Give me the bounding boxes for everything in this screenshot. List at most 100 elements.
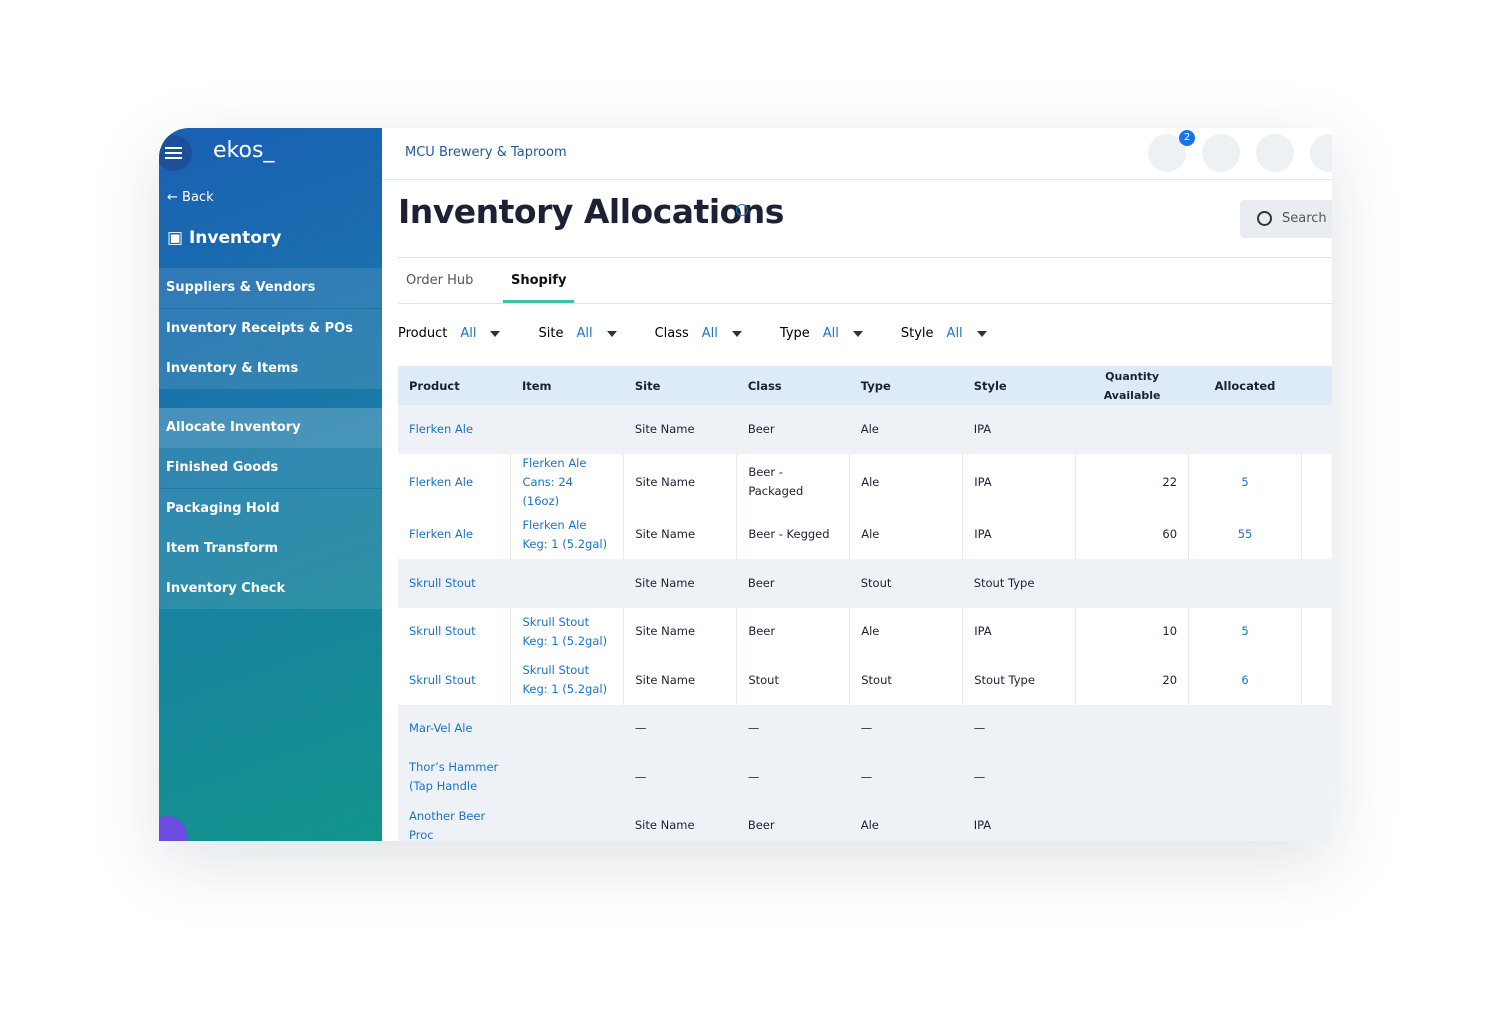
table-cell[interactable]: Another Beer Proc	[398, 801, 511, 841]
qr-code[interactable]	[1256, 134, 1294, 172]
filter-label: Style	[900, 326, 934, 341]
table-cell: Beer - Packaged	[736, 453, 851, 511]
table-cell: —	[736, 753, 850, 802]
back-link[interactable]: ← Back	[167, 190, 214, 205]
submenu-item[interactable]: Finished Goods	[159, 448, 382, 489]
table-cell[interactable]: Skrull Stout	[398, 607, 512, 656]
column-header: Product	[398, 366, 511, 405]
info-icon[interactable]	[736, 204, 748, 216]
menu-button[interactable]	[159, 135, 192, 171]
submenu-item[interactable]: Inventory Check	[159, 569, 382, 610]
sidebar: ekos_ ← Back ▣ Inventory Suppliers & Ven…	[159, 128, 382, 841]
filter[interactable]: Product All	[398, 326, 501, 341]
filter-label: Site	[538, 326, 564, 341]
table-row: Another Beer Proc Site Name Beer Ale IPA	[398, 801, 1332, 841]
filter-label: Product	[398, 326, 448, 341]
chat-widget[interactable]	[159, 816, 187, 841]
main: MCU Brewery & Taproom 2 Inventory Alloca…	[382, 128, 1332, 841]
table-cell	[1188, 801, 1302, 841]
filter[interactable]: Class All	[655, 326, 742, 341]
column-header: Allocated	[1188, 366, 1302, 405]
table-cell-extra	[1301, 704, 1332, 753]
table-cell-extra	[1301, 559, 1332, 608]
table-cell[interactable]: 5	[1188, 607, 1302, 656]
table-cell	[1075, 405, 1189, 454]
table-cell: IPA	[962, 801, 1076, 841]
table-row: Skrull Stout Site Name Beer Stout Stout Type	[398, 559, 1332, 608]
table-cell[interactable]: Thor’s Hammer (Tap Handle	[398, 753, 511, 802]
submenu-item[interactable]: Allocate Inventory	[159, 408, 382, 448]
table-cell: Ale	[849, 607, 964, 656]
header-row: Product Item Site Class Type Style Quantity Av…	[398, 366, 1332, 405]
filter-label: Class	[654, 326, 689, 341]
table-cell: —	[623, 704, 737, 753]
menu-item[interactable]: Inventory Receipts & POs	[159, 308, 382, 349]
divider	[398, 257, 1332, 258]
table-cell[interactable]: Skrull Stout Keg: 1 (5.2gal)	[510, 607, 625, 656]
filter-value: All	[946, 326, 963, 341]
table-cell: Site Name	[623, 801, 737, 841]
table-cell: —	[849, 753, 963, 802]
company-name[interactable]: MCU Brewery & Taproom	[405, 145, 567, 160]
table-cell[interactable]: 55	[1188, 510, 1302, 559]
table-cell[interactable]: Flerken Ale	[398, 453, 512, 511]
table-cell[interactable]: Flerken Ale	[398, 405, 511, 454]
table-cell: Ale	[849, 801, 963, 841]
table-cell-extra	[1301, 453, 1332, 511]
column-header-extra	[1301, 366, 1332, 405]
table-cell	[1075, 801, 1189, 841]
table-cell	[510, 753, 624, 802]
table-cell: 60	[1075, 510, 1190, 559]
table-cell	[510, 801, 624, 841]
table-cell: Site Name	[623, 559, 737, 608]
table-row: Mar-Vel Ale — — — —	[398, 704, 1332, 753]
table-cell: —	[849, 704, 963, 753]
table-cell	[1188, 753, 1302, 802]
section-title: ▣ Inventory	[167, 228, 282, 248]
submenu-item[interactable]: Item Transform	[159, 528, 382, 569]
table-cell: Ale	[849, 510, 964, 559]
table-cell: 22	[1075, 453, 1190, 511]
table-cell: Beer	[736, 801, 850, 841]
table-cell: Site Name	[623, 405, 737, 454]
table-cell[interactable]: 5	[1188, 453, 1302, 511]
filter-value: All	[822, 326, 839, 341]
table-cell[interactable]: Skrull Stout	[398, 559, 511, 608]
column-header: Style	[962, 366, 1076, 405]
table-cell-extra	[1301, 753, 1332, 802]
menu-item[interactable]: Suppliers & Vendors	[159, 268, 382, 308]
notification-badge: 2	[1179, 130, 1195, 146]
section-text: Inventory	[188, 228, 282, 248]
tab[interactable]: Order Hub	[406, 273, 474, 288]
table-cell	[1188, 704, 1302, 753]
table-row: Flerken Ale Flerken Ale Keg: 1 (5.2gal) Si…	[398, 510, 1332, 559]
table-cell[interactable]: Mar-Vel Ale	[398, 704, 511, 753]
filter-value: All	[701, 326, 718, 341]
filter-label: Type	[779, 326, 810, 341]
filter[interactable]: Style All	[901, 326, 987, 341]
table-cell[interactable]: 6	[1188, 656, 1302, 705]
table-cell	[1075, 704, 1189, 753]
tab[interactable]: Shopify	[503, 273, 575, 303]
submenu-item[interactable]: Packaging Hold	[159, 488, 382, 529]
table-cell[interactable]: Skrull Stout	[398, 656, 512, 705]
table-cell: Stout Type	[962, 656, 1077, 705]
table-cell[interactable]: Flerken Ale Keg: 1 (5.2gal)	[510, 510, 625, 559]
refresh[interactable]	[1310, 134, 1332, 172]
search-button[interactable]: Search	[1240, 200, 1332, 238]
table-cell[interactable]: Flerken Ale	[398, 510, 512, 559]
announcements[interactable]	[1202, 134, 1240, 172]
table-cell: 10	[1075, 607, 1190, 656]
table-cell: Stout	[736, 656, 851, 705]
table-cell[interactable]: Skrull Stout Keg: 1 (5.2gal)	[510, 656, 625, 705]
menu-item[interactable]: Inventory & Items	[159, 349, 382, 389]
filter[interactable]: Type All	[780, 326, 863, 341]
table-cell: Site Name	[623, 607, 738, 656]
tabs: Order Hub Shopify	[398, 268, 1332, 304]
table-cell	[1188, 405, 1302, 454]
filter[interactable]: Site All	[538, 326, 617, 341]
table-cell[interactable]: Flerken Ale Cans: 24 (16oz)	[510, 453, 625, 511]
table-cell	[510, 405, 624, 454]
